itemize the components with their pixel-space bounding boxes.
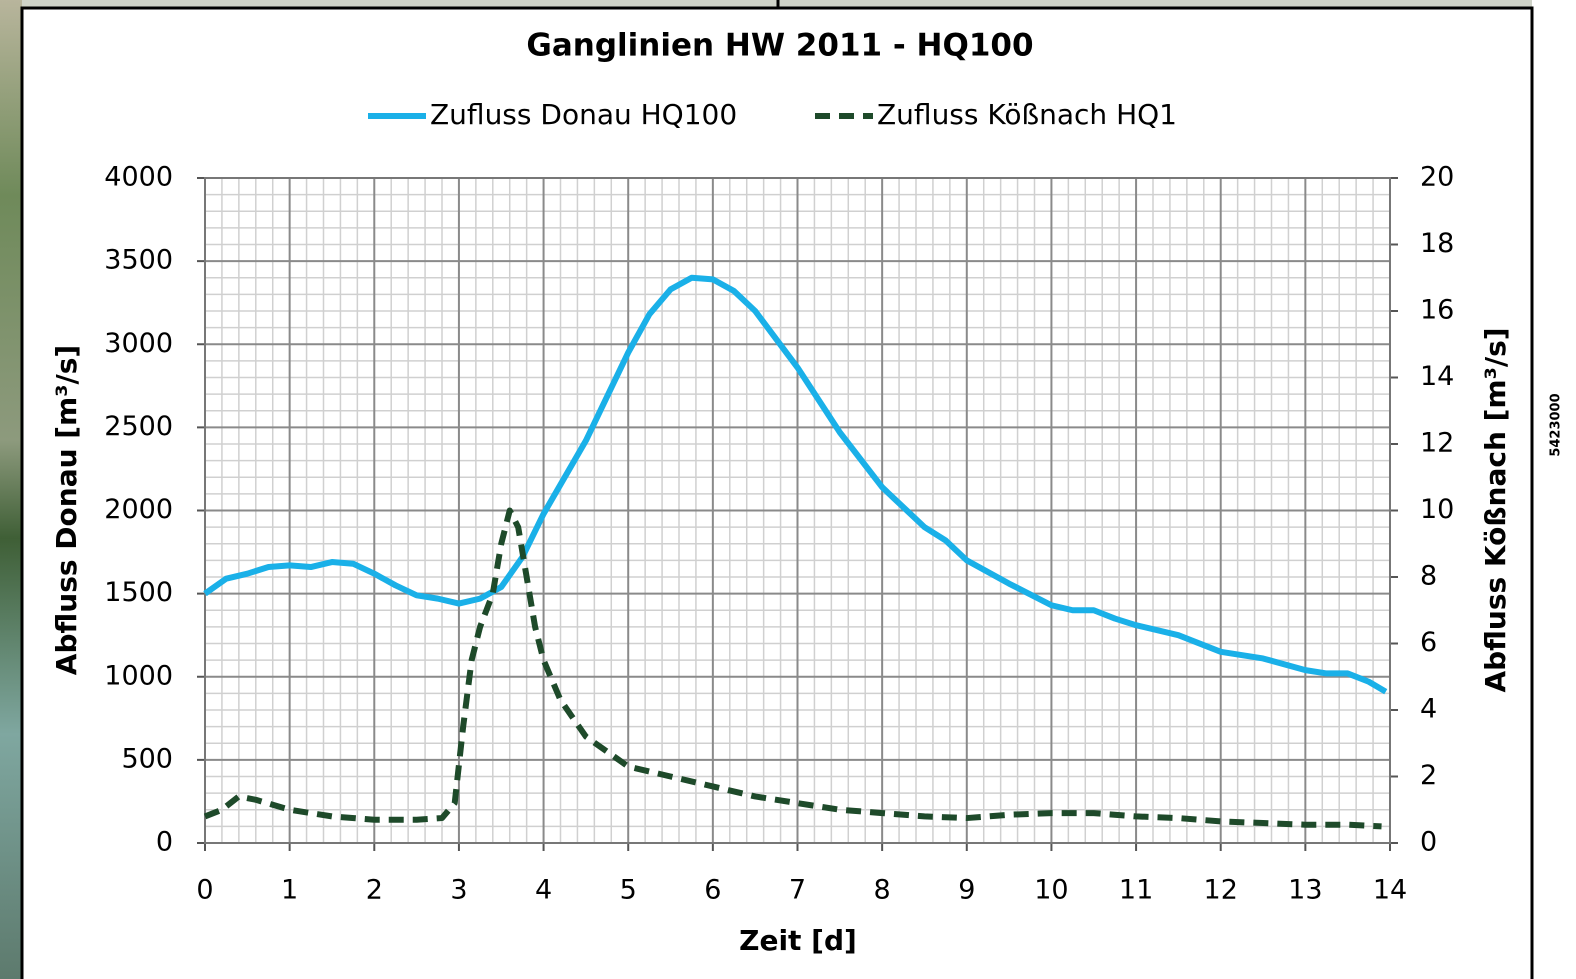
y2-tick-label: 18 bbox=[1420, 228, 1454, 259]
x-tick-label: 5 bbox=[620, 875, 637, 906]
y2-tick-label: 0 bbox=[1420, 827, 1437, 858]
screenshot: 5423000 Ganglinien HW 2011 - HQ100 Zeit … bbox=[0, 0, 1576, 979]
y2-tick-label: 14 bbox=[1420, 361, 1454, 392]
y2-tick-label: 2 bbox=[1420, 760, 1437, 791]
y-tick-label: 2500 bbox=[104, 411, 173, 442]
x-axis-title: Zeit [d] bbox=[739, 924, 857, 957]
y2-tick-label: 4 bbox=[1420, 694, 1437, 725]
x-tick-label: 13 bbox=[1288, 875, 1322, 906]
y-tick-label: 4000 bbox=[104, 162, 173, 193]
x-tick-label: 10 bbox=[1034, 875, 1068, 906]
y-tick-label: 1500 bbox=[104, 577, 173, 608]
map-background bbox=[0, 0, 22, 979]
x-tick-label: 7 bbox=[789, 875, 806, 906]
x-tick-label: 8 bbox=[874, 875, 891, 906]
y2-tick-label: 16 bbox=[1420, 295, 1454, 326]
y2-tick-label: 6 bbox=[1420, 627, 1437, 658]
y-axis-title: Abfluss Donau [m³/s] bbox=[50, 345, 83, 675]
y2-tick-label: 20 bbox=[1420, 162, 1454, 193]
x-tick-label: 4 bbox=[535, 875, 552, 906]
x-tick-label: 9 bbox=[958, 875, 975, 906]
legend-label: Zufluss Donau HQ100 bbox=[430, 98, 737, 131]
x-tick-label: 3 bbox=[450, 875, 467, 906]
x-tick-label: 11 bbox=[1119, 875, 1153, 906]
map-coordinate: 5423000 bbox=[1549, 393, 1564, 456]
y2-tick-label: 12 bbox=[1420, 428, 1454, 459]
y2-tick-label: 10 bbox=[1420, 494, 1454, 525]
chart-title: Ganglinien HW 2011 - HQ100 bbox=[526, 28, 1033, 64]
y-tick-label: 3000 bbox=[104, 328, 173, 359]
y-tick-label: 0 bbox=[156, 827, 173, 858]
y-tick-label: 1000 bbox=[104, 660, 173, 691]
y2-tick-label: 8 bbox=[1420, 561, 1437, 592]
x-tick-label: 0 bbox=[196, 875, 213, 906]
x-tick-label: 6 bbox=[704, 875, 721, 906]
y-tick-label: 500 bbox=[121, 743, 173, 774]
x-tick-label: 14 bbox=[1373, 875, 1407, 906]
y2-axis-title: Abfluss Kößnach [m³/s] bbox=[1479, 327, 1512, 692]
legend-label: Zufluss Kößnach HQ1 bbox=[877, 98, 1177, 131]
y-tick-label: 3500 bbox=[104, 245, 173, 276]
y-tick-label: 2000 bbox=[104, 494, 173, 525]
x-tick-label: 1 bbox=[281, 875, 298, 906]
x-tick-label: 12 bbox=[1204, 875, 1238, 906]
x-tick-label: 2 bbox=[366, 875, 383, 906]
